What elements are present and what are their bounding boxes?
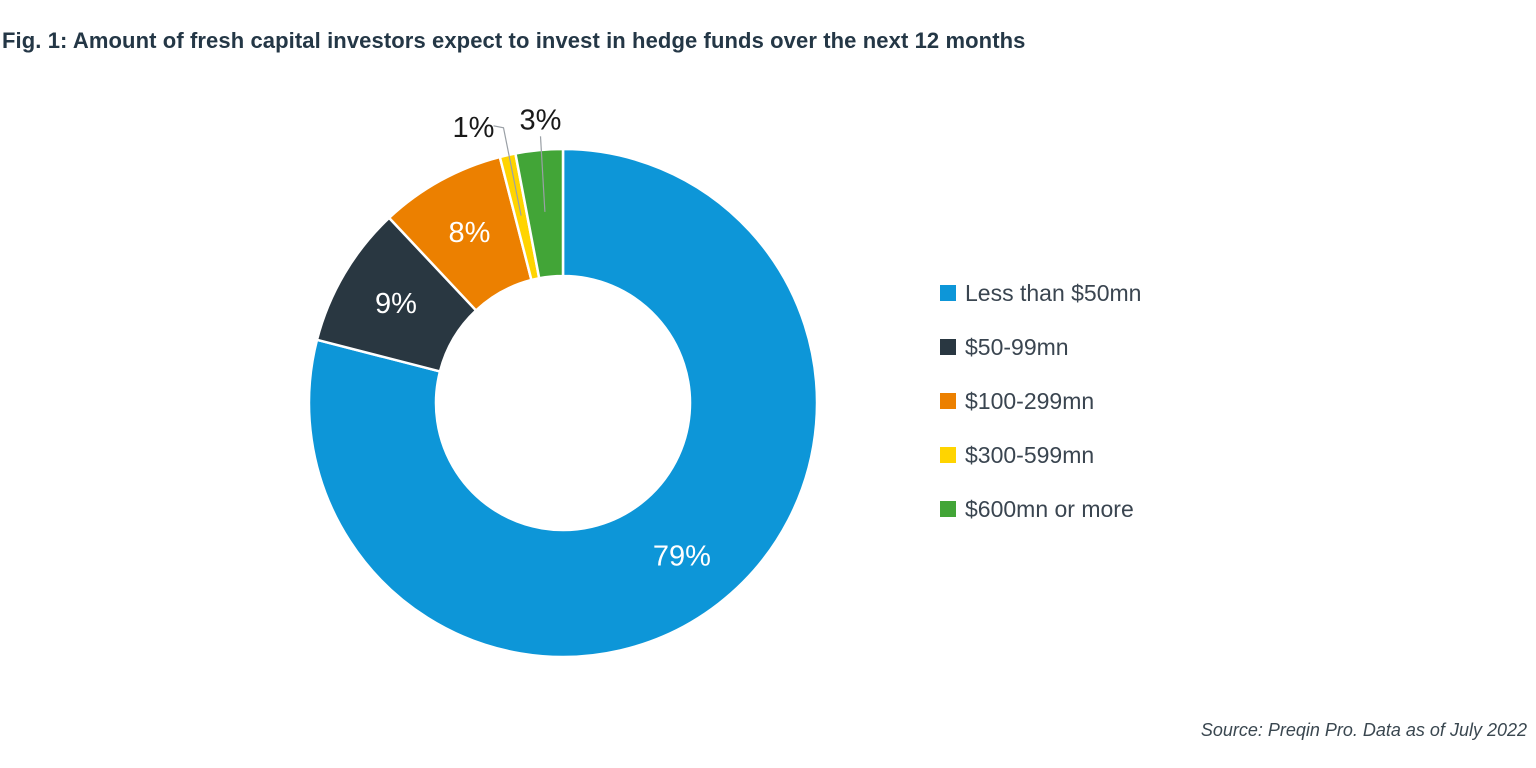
slice-600mn-or-more — [514, 147, 565, 280]
slice-labels: 79% 9% 8% 1% 3% — [375, 104, 711, 572]
legend-label: $100-299mn — [965, 387, 1095, 414]
legend-item-100-299mn: $100-299mn — [940, 388, 1141, 414]
legend-label: $50-99mn — [965, 333, 1069, 360]
legend-item-50-99mn: $50-99mn — [940, 334, 1141, 360]
chart-legend: Less than $50mn $50-99mn $100-299mn $300-59… — [940, 280, 1141, 550]
data-label-600mn-or-more: 3% — [520, 104, 562, 136]
leader-line-300-599mn — [493, 125, 522, 216]
leader-line-600mn-or-more — [539, 136, 546, 212]
legend-item-600mn-or-more: $600mn or more — [940, 496, 1141, 522]
slice-less-than-50mn — [307, 147, 819, 659]
data-label-less-than-50mn: 79% — [653, 540, 711, 572]
legend-swatch-icon — [940, 447, 956, 463]
legend-swatch-icon — [940, 339, 956, 355]
legend-label: $300-599mn — [965, 441, 1095, 468]
legend-label: $600mn or more — [965, 495, 1134, 522]
legend-swatch-icon — [940, 501, 956, 517]
legend-label: Less than $50mn — [965, 279, 1142, 306]
source-note: Source: Preqin Pro. Data as of July 2022 — [1200, 720, 1527, 740]
legend-swatch-icon — [940, 393, 956, 409]
slices — [307, 147, 819, 659]
data-label-300-599mn: 1% — [453, 112, 495, 144]
legend-item-less-than-50mn: Less than $50mn — [940, 280, 1141, 306]
data-label-100-299mn: 8% — [449, 217, 491, 249]
figure-title: Fig. 1: Amount of fresh capital investor… — [2, 28, 1026, 53]
legend-swatch-icon — [940, 285, 956, 301]
legend-item-300-599mn: $300-599mn — [940, 442, 1141, 468]
data-label-50-99mn: 9% — [375, 288, 417, 320]
